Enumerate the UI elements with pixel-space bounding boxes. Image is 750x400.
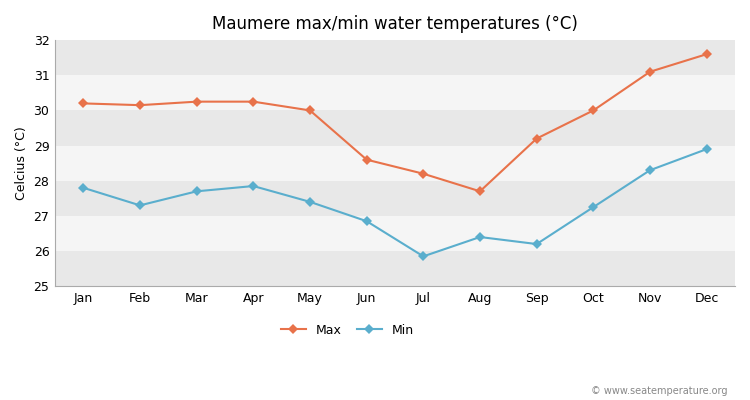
Min bbox=[646, 168, 655, 173]
Min bbox=[192, 189, 201, 194]
Min bbox=[419, 254, 428, 259]
Max bbox=[192, 99, 201, 104]
Min bbox=[702, 147, 711, 152]
Max bbox=[249, 99, 258, 104]
Max bbox=[305, 108, 314, 113]
Bar bbox=[55, 75, 735, 110]
Max bbox=[362, 157, 371, 162]
Line: Max: Max bbox=[80, 51, 710, 195]
Max bbox=[476, 189, 484, 194]
Legend: Max, Min: Max, Min bbox=[276, 318, 419, 342]
Min bbox=[79, 185, 88, 190]
Text: © www.seatemperature.org: © www.seatemperature.org bbox=[591, 386, 728, 396]
Min bbox=[305, 200, 314, 204]
Min bbox=[362, 219, 371, 224]
Min bbox=[136, 203, 145, 208]
Max bbox=[646, 69, 655, 74]
Bar bbox=[55, 216, 735, 251]
Min bbox=[249, 184, 258, 188]
Max bbox=[419, 171, 428, 176]
Min bbox=[476, 235, 484, 240]
Max bbox=[702, 52, 711, 56]
Y-axis label: Celcius (°C): Celcius (°C) bbox=[15, 126, 28, 200]
Max bbox=[136, 103, 145, 108]
Bar bbox=[55, 181, 735, 216]
Line: Min: Min bbox=[80, 146, 710, 260]
Min bbox=[589, 205, 598, 210]
Title: Maumere max/min water temperatures (°C): Maumere max/min water temperatures (°C) bbox=[212, 15, 578, 33]
Min bbox=[532, 242, 542, 246]
Max bbox=[589, 108, 598, 113]
Bar bbox=[55, 110, 735, 146]
Max bbox=[79, 101, 88, 106]
Max bbox=[532, 136, 542, 141]
Bar bbox=[55, 251, 735, 286]
Bar bbox=[55, 40, 735, 75]
Bar bbox=[55, 146, 735, 181]
